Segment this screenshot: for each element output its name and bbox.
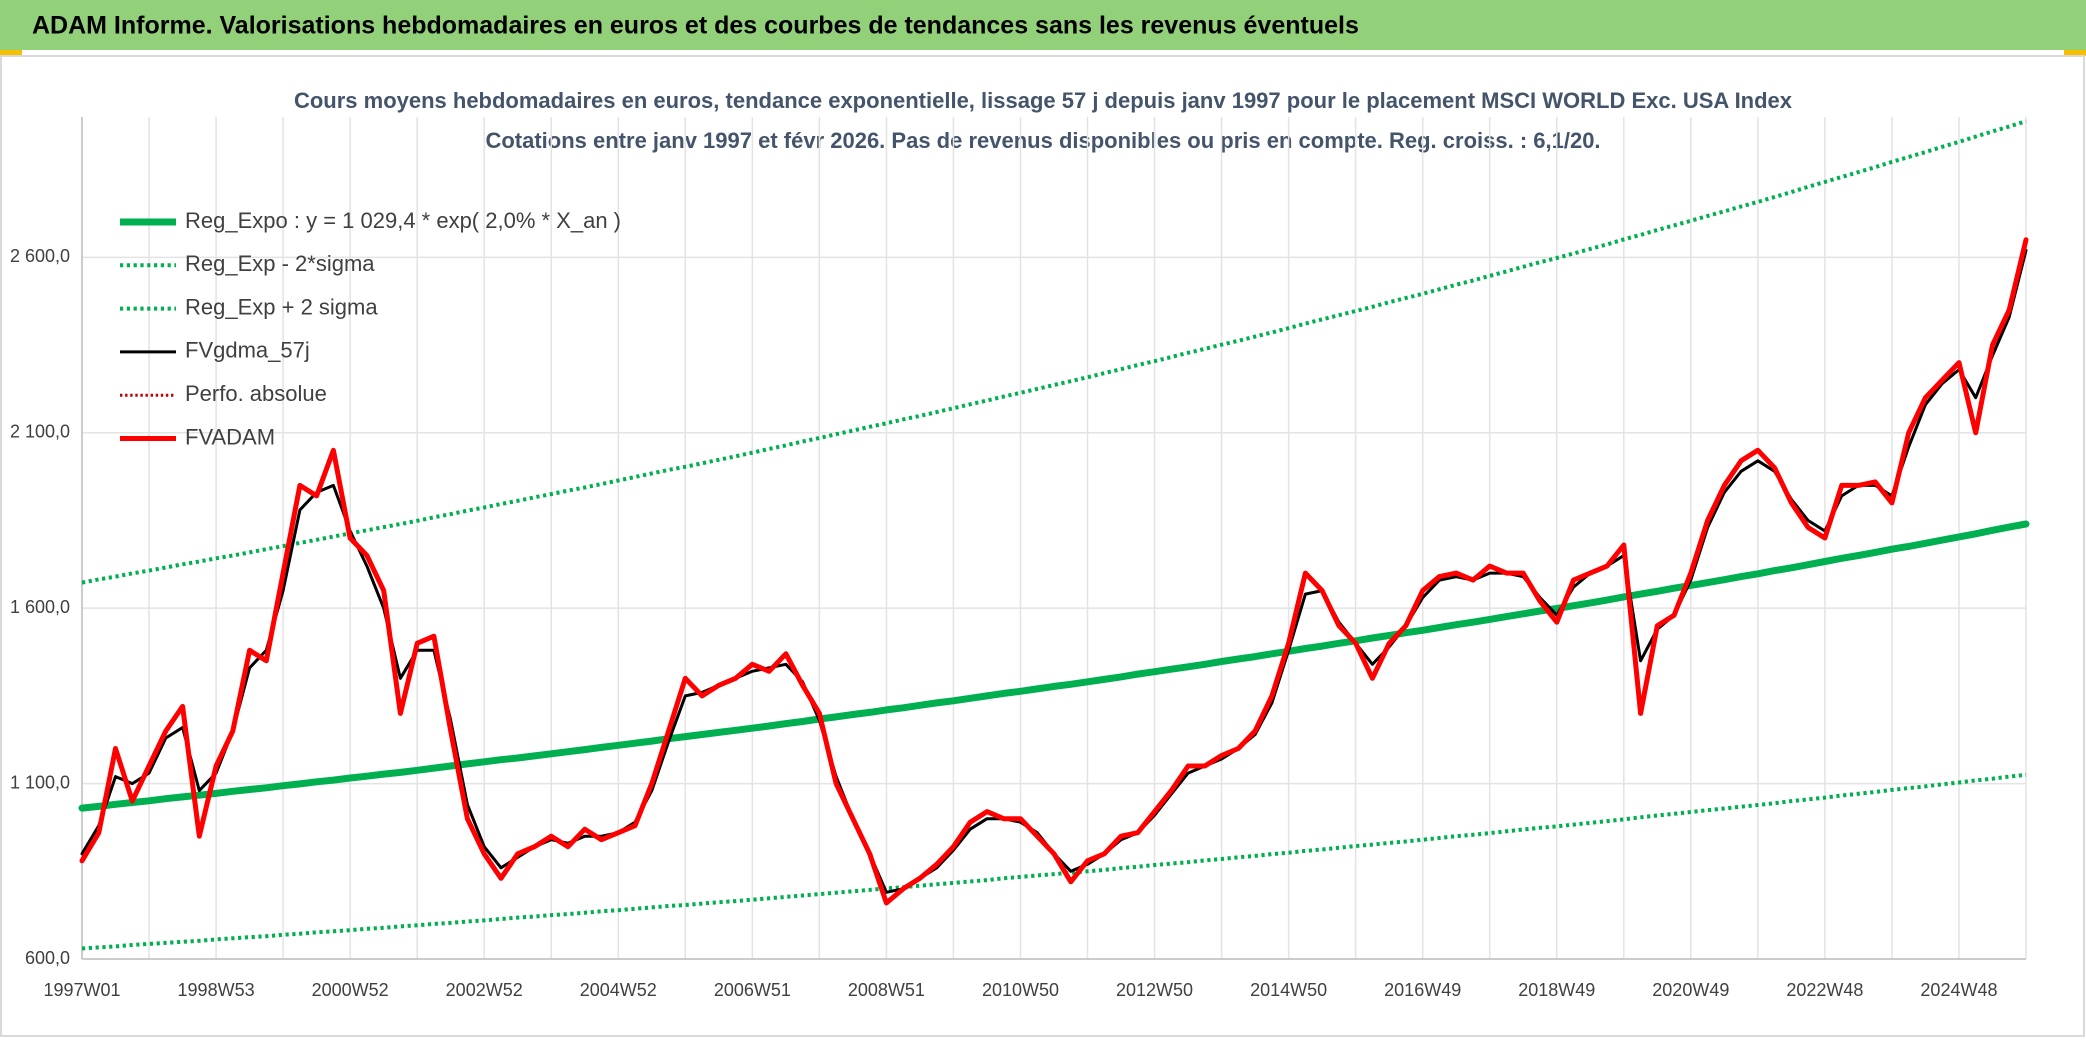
- x-tick-label: 2012W50: [1116, 980, 1193, 1000]
- x-tick-label: 2016W49: [1384, 980, 1461, 1000]
- x-tick-label: 2024W48: [1920, 980, 1997, 1000]
- x-tick-label: 2002W52: [446, 980, 523, 1000]
- x-tick-label: 2020W49: [1652, 980, 1729, 1000]
- legend-label: FVgdma_57j: [185, 338, 310, 363]
- chart-subtitle: Cotations entre janv 1997 et févr 2026. …: [485, 128, 1600, 153]
- x-tick-label: 2010W50: [982, 980, 1059, 1000]
- x-tick-label: 2008W51: [848, 980, 925, 1000]
- y-tick-label: 1 100,0: [10, 772, 70, 792]
- header-bar: [0, 0, 2086, 50]
- y-tick-label: 2 600,0: [10, 246, 70, 266]
- x-tick-label: 1998W53: [178, 980, 255, 1000]
- series-line: [79, 237, 2029, 906]
- y-tick-label: 2 100,0: [10, 422, 70, 442]
- chart-title: Cours moyens hebdomadaires en euros, ten…: [294, 88, 1793, 113]
- x-tick-label: 2014W50: [1250, 980, 1327, 1000]
- x-tick-label: 2022W48: [1786, 980, 1863, 1000]
- chart-frame: [0, 55, 2085, 1037]
- x-tick-label: 2000W52: [312, 980, 389, 1000]
- legend-label: FVADAM: [185, 424, 275, 449]
- x-tick-label: 2018W49: [1518, 980, 1595, 1000]
- x-tick-label: 1997W01: [43, 980, 120, 1000]
- series-line: [78, 520, 2030, 812]
- y-tick-label: 1 600,0: [10, 597, 70, 617]
- series-line: [81, 772, 2027, 951]
- legend-label: Perfo. absolue: [185, 381, 327, 406]
- corner-accent: [0, 50, 22, 56]
- legend-label: Reg_Exp + 2 sigma: [185, 294, 378, 319]
- x-tick-label: 2004W52: [580, 980, 657, 1000]
- series-line: [81, 119, 2027, 585]
- legend-label: Reg_Exp - 2*sigma: [185, 251, 375, 276]
- legend-label: Reg_Expo : y = 1 029,4 * exp( 2,0% * X_a…: [185, 208, 621, 233]
- header-title: ADAM Informe. Valorisations hebdomadaire…: [32, 12, 1359, 40]
- x-tick-label: 2006W51: [714, 980, 791, 1000]
- corner-accent: [2064, 50, 2086, 56]
- y-tick-label: 600,0: [25, 948, 70, 968]
